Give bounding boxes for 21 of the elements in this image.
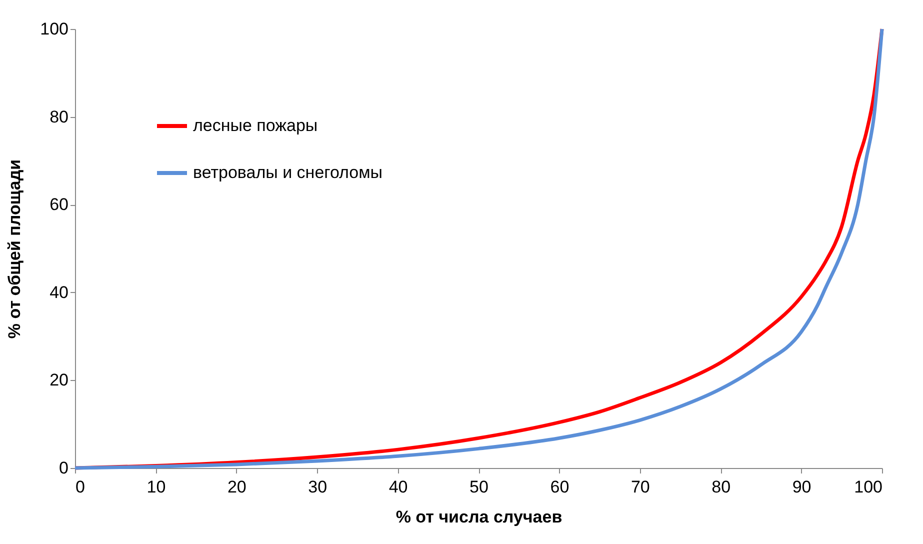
y-tick-label: 0 xyxy=(59,458,68,478)
x-tick-label: 80 xyxy=(712,478,731,496)
x-tick-label: 20 xyxy=(227,478,246,496)
x-tick-label: 50 xyxy=(470,478,488,496)
x-tick-label: 30 xyxy=(308,478,328,496)
x-tick-label: 60 xyxy=(550,478,570,496)
legend-label: лесные пожары xyxy=(193,116,318,135)
legend-label: ветровалы и снеголомы xyxy=(193,163,383,182)
x-axis-title: % от числа случаев xyxy=(396,508,562,526)
x-tick-label: 0 xyxy=(76,478,85,496)
y-tick-label: 40 xyxy=(50,282,68,302)
y-tick-label: 100 xyxy=(40,20,68,38)
y-tick-label: 80 xyxy=(50,107,68,126)
x-tick-label: 100 xyxy=(854,478,882,496)
x-tick-label: 40 xyxy=(388,478,408,496)
y-axis-title: % от общей площади xyxy=(5,159,24,339)
x-tick-label: 10 xyxy=(146,478,166,496)
x-tick-label: 70 xyxy=(630,478,650,496)
x-tick-label: 90 xyxy=(792,478,812,496)
y-tick-label: 20 xyxy=(50,370,68,390)
y-tick-label: 60 xyxy=(50,195,68,214)
